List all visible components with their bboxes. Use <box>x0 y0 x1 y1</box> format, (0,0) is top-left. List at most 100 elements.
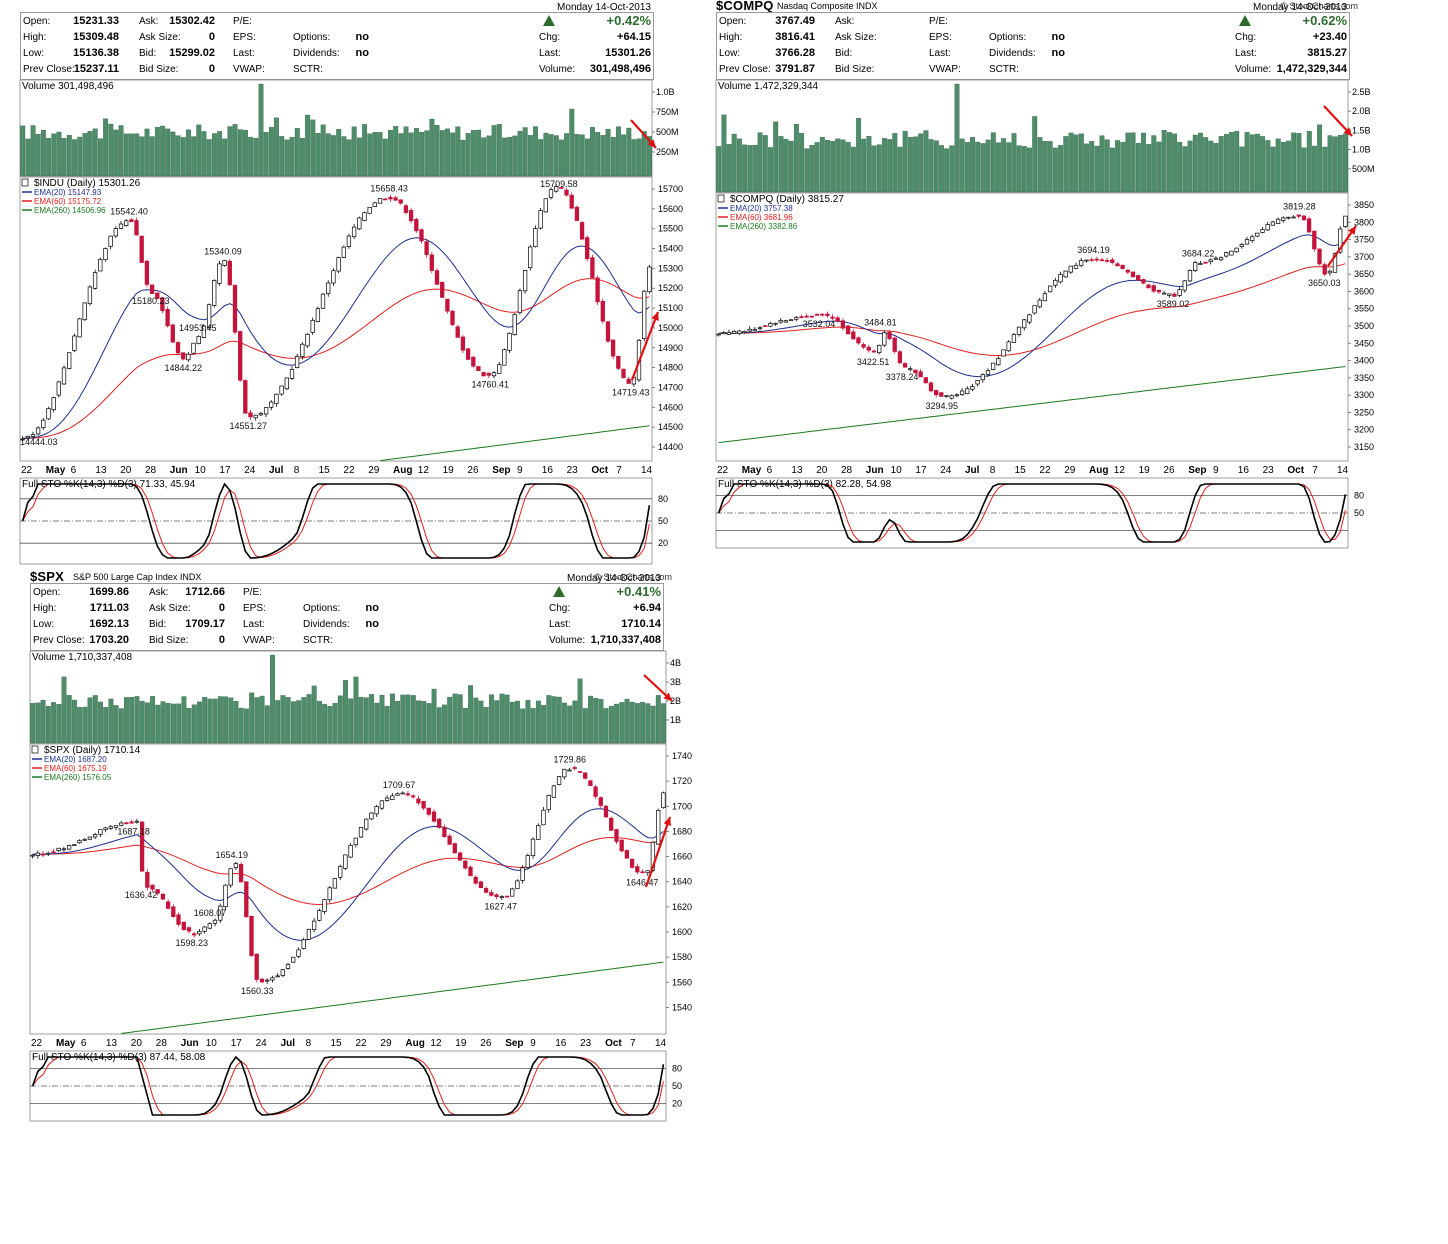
candle-body <box>1053 279 1058 286</box>
volume-bar <box>593 697 599 744</box>
candle-body <box>139 235 144 263</box>
red-arrow-icon <box>1327 225 1357 267</box>
volume-bar <box>556 696 562 744</box>
volume-bar <box>134 133 140 177</box>
volume-bar <box>341 136 347 177</box>
volume-bar <box>1161 130 1167 193</box>
candle-body <box>1322 264 1327 275</box>
volume-bar <box>621 134 627 177</box>
price-tick-label: 1640 <box>672 877 692 887</box>
candle-body <box>192 933 197 936</box>
candle-body <box>525 855 530 868</box>
price-tick-label: 15300 <box>658 263 683 273</box>
quote-value: 1712.66 <box>185 586 225 598</box>
candle-body <box>400 792 405 795</box>
volume-bar <box>975 141 981 193</box>
volume-bar <box>541 705 547 744</box>
candle-body <box>348 844 353 858</box>
candle-body <box>1089 259 1094 262</box>
price-tick-label: 14800 <box>658 363 683 373</box>
candle-body <box>175 342 181 354</box>
candle-body <box>965 388 970 394</box>
candle-body <box>569 194 574 209</box>
candle-body <box>471 356 476 367</box>
candle-body <box>845 325 851 335</box>
price-tick-label: 1700 <box>672 801 692 811</box>
brand-credit: © StockCharts.com <box>1280 1 1358 11</box>
volume-bar <box>92 128 98 177</box>
candle-body <box>280 969 285 976</box>
candle-body <box>263 407 269 415</box>
x-axis-label: 13 <box>95 465 107 476</box>
quote-label: SCTR: <box>303 635 333 646</box>
candle-body <box>165 901 171 909</box>
volume-bar <box>861 138 867 193</box>
quote-label: Ask: <box>139 16 159 27</box>
x-axis-label: 20 <box>816 465 828 476</box>
volume-bar <box>400 694 406 744</box>
quote-value: +6.94 <box>633 602 661 614</box>
candle-body <box>559 187 564 189</box>
candle-body <box>491 372 497 377</box>
quote-label: P/E: <box>929 16 948 27</box>
candle-body <box>642 290 647 339</box>
price-tick-label: 3500 <box>1354 321 1374 331</box>
candle-body <box>1218 257 1224 261</box>
candle-body <box>564 189 569 196</box>
x-axis-label: 10 <box>195 465 207 476</box>
candle-body <box>274 393 279 405</box>
volume-label: Volume 1,472,329,344 <box>718 81 819 92</box>
volume-bar <box>82 706 88 744</box>
x-axis-label: Jul <box>269 465 284 476</box>
quote-label: Volume: <box>539 64 576 75</box>
volume-bar <box>850 146 856 193</box>
quote-value: 1699.86 <box>89 586 129 598</box>
candle-body <box>747 328 752 332</box>
candle-body <box>590 257 595 279</box>
volume-bar <box>614 703 620 744</box>
price-annotation: 3294.95 <box>926 401 959 411</box>
volume-bar <box>892 133 898 193</box>
quote-value: 1703.20 <box>89 634 129 646</box>
volume-bar <box>752 144 758 193</box>
candle-body <box>160 893 166 900</box>
volume-bar <box>954 83 960 193</box>
volume-bar <box>403 126 409 177</box>
candle-body <box>546 795 551 810</box>
candle-body <box>445 298 450 312</box>
volume-bar <box>486 135 492 177</box>
quote-label: Ask: <box>149 587 169 598</box>
volume-bar <box>1078 133 1084 193</box>
price-annotation: 1709.67 <box>383 780 416 790</box>
volume-bar <box>569 108 575 177</box>
candle-body <box>317 910 322 921</box>
volume-bar <box>379 694 385 744</box>
candle-body <box>92 272 98 289</box>
candle-body <box>1073 265 1079 269</box>
volume-bar <box>369 694 375 744</box>
candle-body <box>191 342 196 354</box>
volume-bar <box>377 132 383 177</box>
quote-value: no <box>1051 47 1065 59</box>
volume-bar <box>584 138 590 177</box>
candle-body <box>970 386 975 390</box>
price-tick-label: 1620 <box>672 902 692 912</box>
symbol-title: $SPX <box>30 569 65 584</box>
quote-label: Bid: <box>139 48 157 59</box>
volume-bar <box>139 700 145 744</box>
candle-body <box>502 349 507 366</box>
sto-k-line <box>31 1055 665 1116</box>
legend-swatch <box>717 194 725 203</box>
candle-body <box>468 866 473 877</box>
candle-body <box>419 229 424 242</box>
candle-body <box>139 821 145 872</box>
volume-bar <box>61 676 67 744</box>
quote-value: 3791.87 <box>775 63 815 75</box>
volume-bar <box>217 131 223 177</box>
candle-body <box>238 331 243 381</box>
sto-tick-label: 50 <box>1354 508 1364 518</box>
volume-bar <box>564 133 570 177</box>
volume-bar <box>567 705 573 744</box>
candle-body <box>778 320 783 323</box>
candle-body <box>556 776 562 785</box>
